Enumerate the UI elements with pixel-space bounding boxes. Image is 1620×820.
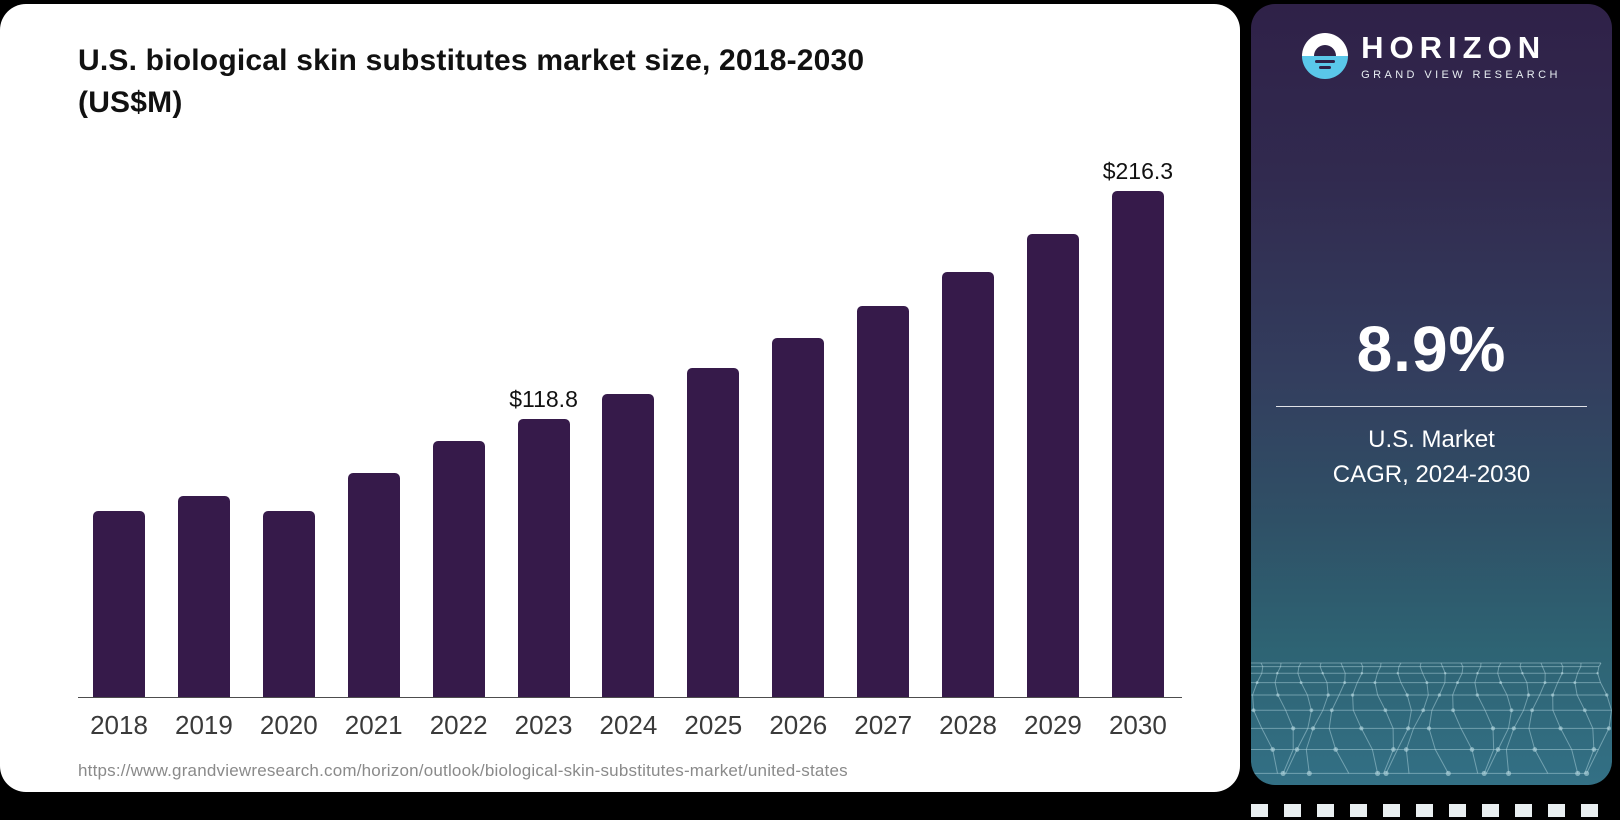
- x-axis-label: 2029: [1024, 710, 1082, 740]
- x-axis-label: 2027: [854, 710, 913, 740]
- cagr-value: 8.9%: [1356, 313, 1507, 385]
- brand-subtitle: GRAND VIEW RESEARCH: [1361, 68, 1561, 81]
- chart-title-line2: (US$M): [78, 86, 183, 119]
- cagr-label-line1: U.S. Market: [1368, 426, 1495, 453]
- x-axis-label: 2018: [90, 710, 148, 740]
- bar-2019: [177, 495, 230, 697]
- bar-2025: [687, 367, 740, 697]
- bar-column: 2026: [769, 338, 827, 740]
- bar-column: 2022: [430, 441, 488, 740]
- bar-2029: [1026, 233, 1079, 697]
- chart-card: U.S. biological skin substitutes market …: [0, 4, 1240, 792]
- bar-column: 2018: [90, 511, 148, 740]
- bar-2028: [942, 271, 995, 697]
- logo-sun-shape: [1314, 45, 1337, 57]
- x-axis-label: 2019: [174, 710, 233, 740]
- logo-reflection-line: [1315, 60, 1336, 64]
- bar-column: $118.8 2023: [509, 386, 578, 740]
- x-axis-label: 2030: [1108, 710, 1167, 740]
- bar-column: $216.3 2030: [1103, 158, 1173, 740]
- horizon-logo-icon: [1302, 33, 1349, 80]
- bar-column: 2020: [260, 510, 318, 740]
- brand-block: HORIZON GRAND VIEW RESEARCH: [1251, 30, 1612, 81]
- chart-title: U.S. biological skin substitutes market …: [78, 40, 864, 124]
- logo-reflection-line: [1319, 66, 1332, 70]
- sidebar: HORIZON GRAND VIEW RESEARCH 8.9% U.S. Ma…: [1251, 4, 1612, 785]
- x-axis-label: 2025: [684, 710, 743, 740]
- bar-2027: [857, 306, 910, 697]
- x-axis-label: 2026: [769, 710, 828, 740]
- bar-2024: [602, 394, 655, 697]
- bar-value-label: $118.8: [509, 385, 578, 412]
- cagr-label-line2: CAGR, 2024-2030: [1332, 460, 1531, 488]
- bar-2023: [517, 418, 570, 697]
- bar-plot: 2018 2019 2020 2021 2022 $118.8 2023 2024 2025 20…: [90, 154, 1173, 740]
- bar-2030: [1111, 190, 1164, 697]
- bar-column: 2029: [1024, 233, 1082, 740]
- source-url: https://www.grandviewresearch.com/horizo…: [78, 761, 848, 780]
- x-axis-label: 2021: [344, 710, 403, 740]
- x-axis-line: [78, 697, 1182, 698]
- cropped-card-edge: [1251, 804, 1612, 817]
- bar-2018: [93, 511, 145, 697]
- bar-column: 2019: [175, 495, 233, 740]
- x-axis-label: 2020: [259, 710, 318, 740]
- brand-text: HORIZON GRAND VIEW RESEARCH: [1361, 30, 1561, 81]
- bar-column: 2021: [345, 473, 403, 740]
- x-axis-label: 2028: [939, 710, 997, 740]
- mesh-pattern: [1251, 662, 1612, 776]
- brand-name: HORIZON: [1361, 30, 1547, 65]
- x-axis-label: 2023: [514, 710, 573, 740]
- bar-column: 2027: [854, 306, 912, 740]
- bar-2026: [772, 338, 825, 697]
- chart-title-line1: U.S. biological skin substitutes market …: [78, 44, 865, 77]
- bar-column: 2028: [939, 271, 997, 740]
- stat-divider: [1276, 406, 1587, 407]
- cagr-stat: 8.9% U.S. Market CAGR, 2024-2030: [1251, 312, 1612, 493]
- bar-2022: [432, 441, 485, 697]
- bar-column: 2025: [684, 367, 742, 740]
- x-axis-label: 2024: [599, 710, 658, 740]
- bar-2021: [347, 473, 400, 697]
- bar-2020: [262, 510, 315, 697]
- bar-column: 2024: [600, 394, 657, 740]
- x-axis-label: 2022: [429, 710, 488, 740]
- bar-value-label: $216.3: [1102, 157, 1174, 184]
